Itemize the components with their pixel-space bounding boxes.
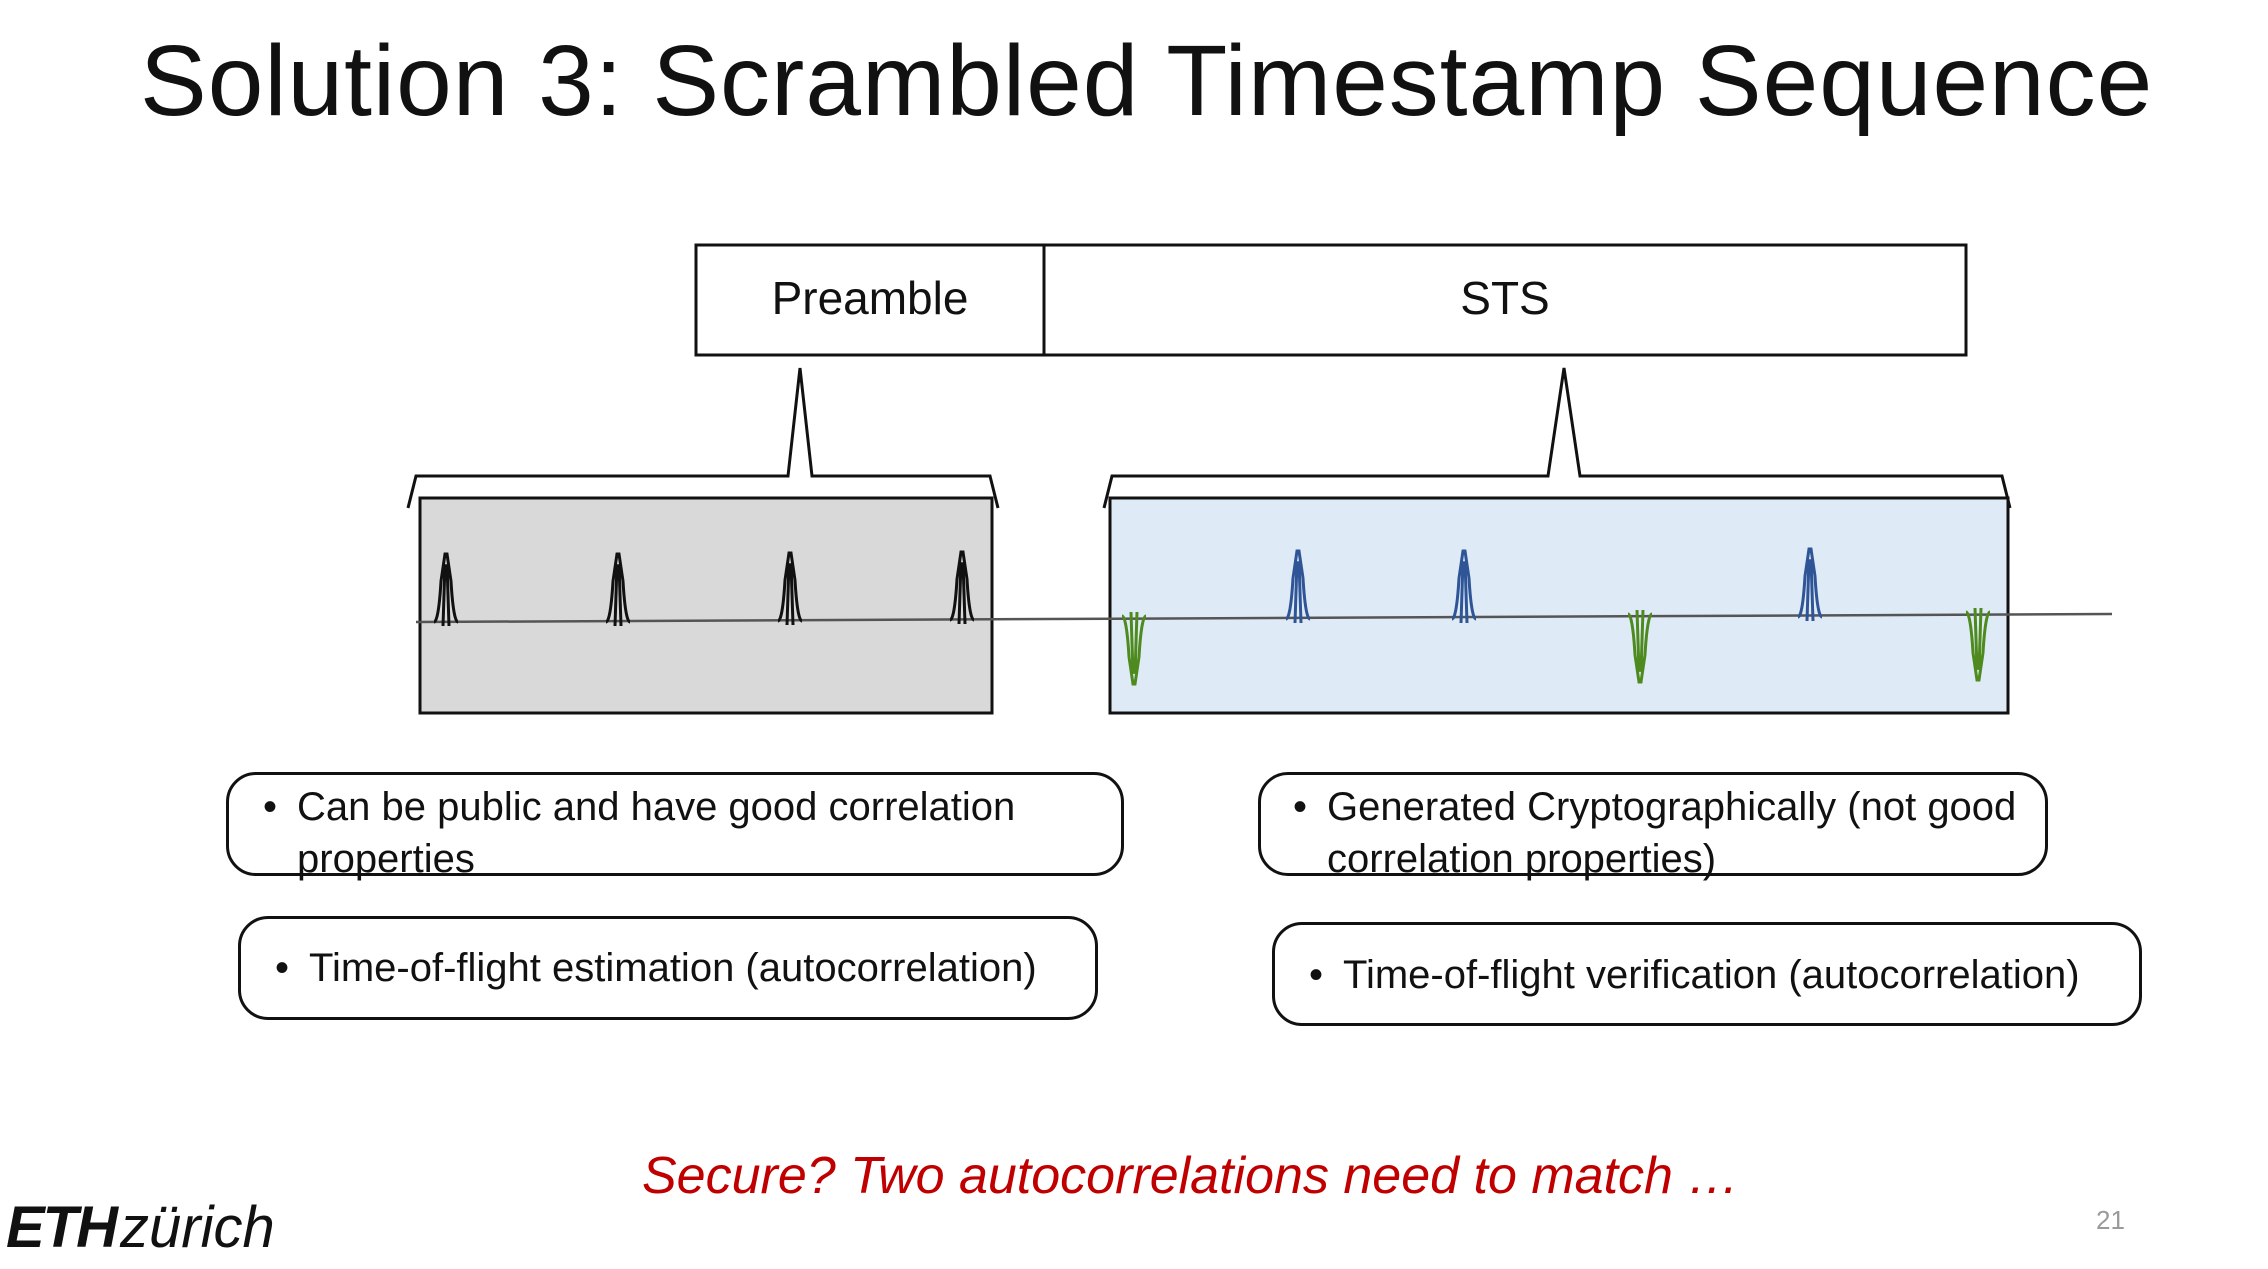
preamble-header-label: Preamble — [772, 272, 969, 324]
sts-brace — [1102, 367, 2012, 509]
sts-pulse-positive — [1285, 549, 1311, 624]
preamble-brace — [406, 367, 1000, 509]
preamble-properties-note: Can be public and have good correlation … — [226, 772, 1124, 881]
preamble-pulse — [777, 551, 803, 626]
eth-zurich-logo: ETHzürich — [6, 1194, 275, 1261]
logo-eth-text: ETH — [6, 1195, 118, 1260]
sts-properties-note: Generated Cryptographically (not good co… — [1258, 772, 2048, 881]
preamble-properties-text: Can be public and have good correlation … — [245, 781, 1101, 885]
preamble-use-note: Time-of-flight estimation (autocorrelati… — [238, 916, 1098, 1020]
sts-signal-box — [1108, 496, 2010, 715]
preamble-pulse — [605, 552, 631, 627]
sts-pulse-negative — [1121, 611, 1147, 686]
preamble-pulse — [949, 550, 975, 625]
sts-use-note: Time-of-flight verification (autocorrela… — [1272, 922, 2142, 1026]
preamble-header-box — [694, 243, 1046, 357]
sts-header-box — [1042, 243, 1968, 357]
sts-pulse-positive — [1797, 547, 1823, 622]
slide-title: Solution 3: Scrambled Timestamp Sequence — [140, 25, 2154, 137]
sts-use-text: Time-of-flight verification (autocorrela… — [1291, 949, 2119, 1001]
preamble-signal-box — [418, 496, 994, 715]
sts-pulse-positive — [1451, 549, 1477, 624]
pulse-group — [433, 547, 1991, 686]
sts-header-label: STS — [1460, 272, 1549, 324]
security-question: Secure? Two autocorrelations need to mat… — [642, 1147, 1740, 1205]
time-axis-line — [415, 612, 2113, 624]
sts-properties-text: Generated Cryptographically (not good co… — [1275, 781, 2025, 885]
page-number: 21 — [2096, 1205, 2125, 1235]
sts-pulse-negative — [1627, 609, 1653, 684]
preamble-use-text: Time-of-flight estimation (autocorrelati… — [257, 942, 1075, 994]
sts-pulse-negative — [1965, 607, 1991, 682]
preamble-pulse — [433, 552, 459, 627]
logo-zurich-text: zürich — [120, 1195, 275, 1260]
